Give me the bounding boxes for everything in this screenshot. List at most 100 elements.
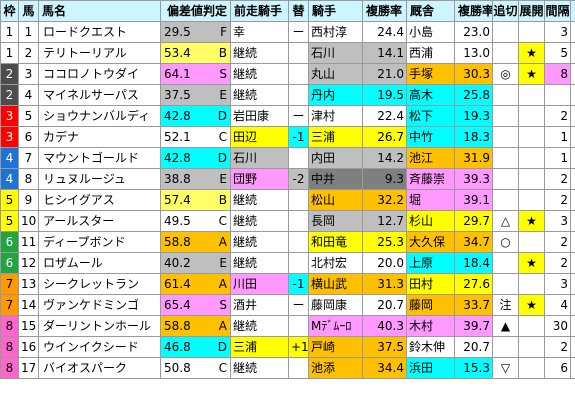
interval [544, 84, 571, 106]
interval: 6 [544, 357, 571, 379]
workout-mark: ▽ [492, 357, 519, 379]
trainer-name: 西浦 [406, 42, 455, 64]
hensa-value: 42.8 [164, 109, 191, 123]
jockey-name: Mﾃﾞﾑｰﾛ [308, 315, 363, 337]
last-value: 12 [570, 294, 575, 316]
trainer-place-rate: 39.3 [454, 168, 493, 190]
jockey-place-rate: 9.3 [362, 168, 407, 190]
grade-letter: C [218, 361, 227, 375]
trainer-name: 藤岡 [406, 294, 455, 316]
pace-mark [518, 126, 545, 148]
last-value: 4 [570, 84, 575, 106]
previous-jockey: 団野 [230, 168, 289, 190]
hensa-cell: 61.4 A [160, 273, 231, 295]
hensa-value: 49.5 [164, 214, 191, 228]
workout-mark: ◎ [492, 63, 519, 85]
hensa-value: 52.1 [164, 130, 191, 144]
last-value: 10 [570, 336, 575, 358]
jockey-place-rate: 25.3 [362, 231, 407, 253]
grade-letter: F [220, 25, 227, 39]
trainer-place-rate: 18.3 [454, 126, 493, 148]
trainer-name: 杉山 [406, 210, 455, 232]
jockey-change [288, 252, 309, 274]
jockey-place-rate: 22.4 [362, 105, 407, 127]
jockey-change [288, 210, 309, 232]
waku-cell: 4 [0, 168, 19, 190]
interval: 5 [544, 42, 571, 64]
horse-number: 13 [18, 273, 39, 295]
jockey-place-rate: 21.0 [362, 63, 407, 85]
header-last: ↑ [570, 0, 575, 22]
trainer-name: 小島 [406, 21, 455, 43]
waku-cell: 7 [0, 294, 19, 316]
hensa-cell: 64.1 S [160, 63, 231, 85]
grade-letter: C [218, 130, 227, 144]
hensa-value: 58.8 [164, 319, 191, 333]
jockey-change: -1 [288, 273, 309, 295]
jockey-change [288, 189, 309, 211]
hensa-value: 37.5 [164, 88, 191, 102]
jockey-place-rate: 20.7 [362, 294, 407, 316]
jockey-change [288, 42, 309, 64]
pace-mark: ★ [518, 210, 545, 232]
jockey-place-rate: 14.2 [362, 147, 407, 169]
hensa-cell: 40.2 E [160, 252, 231, 274]
trainer-name: 大久保 [406, 231, 455, 253]
previous-jockey: 継続 [230, 231, 289, 253]
header-zenso: 前走騎手 [230, 0, 289, 22]
header-kae: 替 [288, 0, 309, 22]
workout-mark: 注 [492, 294, 519, 316]
grade-letter: B [218, 193, 227, 207]
workout-mark: ▲ [492, 315, 519, 337]
horse-name: ヴァンケドミンゴ [38, 294, 161, 316]
previous-jockey: 継続 [230, 63, 289, 85]
grade-letter: D [217, 109, 227, 123]
previous-jockey: 石川 [230, 147, 289, 169]
jockey-change [288, 63, 309, 85]
horse-number: 11 [18, 231, 39, 253]
pace-mark [518, 147, 545, 169]
interval: 30 [544, 315, 571, 337]
last-value: 2 [570, 42, 575, 64]
horse-number: 5 [18, 105, 39, 127]
waku-cell: 2 [0, 84, 19, 106]
horse-number: 16 [18, 336, 39, 358]
jockey-name: 和田竜 [308, 231, 363, 253]
workout-mark [492, 21, 519, 43]
interval: 2 [544, 168, 571, 190]
waku-cell: 8 [0, 315, 19, 337]
jockey-name: 北村宏 [308, 252, 363, 274]
trainer-place-rate: 29.7 [454, 210, 493, 232]
trainer-name: 浜田 [406, 357, 455, 379]
hensa-value: 61.4 [164, 277, 191, 291]
jockey-place-rate: 24.4 [362, 21, 407, 43]
jockey-name: 松山 [308, 189, 363, 211]
hensa-value: 64.1 [164, 67, 191, 81]
horse-name: マイネルサーパス [38, 84, 161, 106]
waku-cell: 5 [0, 189, 19, 211]
previous-jockey: 継続 [230, 189, 289, 211]
horse-number: 6 [18, 126, 39, 148]
waku-cell: 4 [0, 147, 19, 169]
horse-number: 2 [18, 42, 39, 64]
header-hensa: 偏差値 [167, 4, 204, 18]
hensa-value: 40.2 [164, 256, 191, 270]
interval: 2 [544, 189, 571, 211]
pace-mark [518, 84, 545, 106]
jockey-name: 戸崎 [308, 336, 363, 358]
last-value: 16 [570, 126, 575, 148]
trainer-name: 堀 [406, 189, 455, 211]
trainer-place-rate: 20.7 [454, 336, 493, 358]
horse-number: 15 [18, 315, 39, 337]
workout-mark [492, 105, 519, 127]
jockey-place-rate: 26.7 [362, 126, 407, 148]
hensa-cell: 57.4 B [160, 189, 231, 211]
jockey-change: -1 [288, 126, 309, 148]
last-value: 14 [570, 315, 575, 337]
jockey-name: 横山武 [308, 273, 363, 295]
last-value: 5 [570, 168, 575, 190]
